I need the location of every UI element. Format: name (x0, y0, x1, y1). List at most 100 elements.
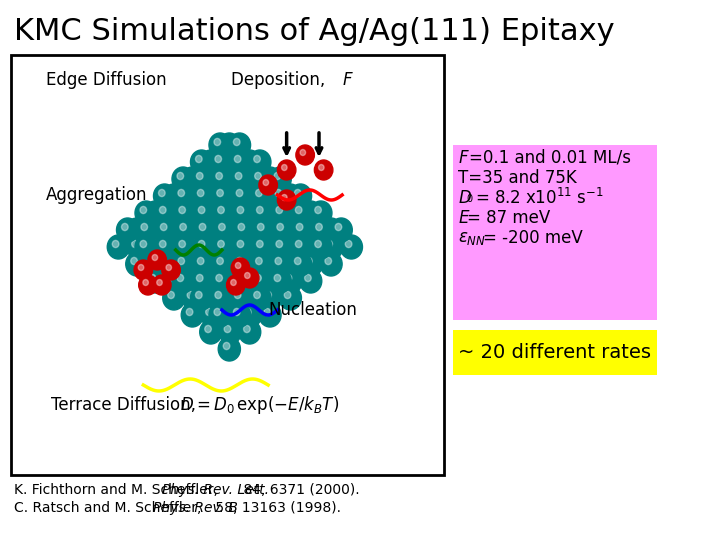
Circle shape (321, 235, 343, 259)
Circle shape (194, 218, 217, 242)
Circle shape (202, 184, 224, 208)
Circle shape (171, 240, 177, 248)
Circle shape (179, 240, 186, 248)
Circle shape (153, 184, 176, 208)
Circle shape (236, 190, 243, 197)
Circle shape (233, 138, 240, 146)
Circle shape (151, 240, 158, 248)
Circle shape (181, 167, 204, 191)
Circle shape (320, 252, 342, 276)
Circle shape (242, 252, 264, 276)
Circle shape (198, 240, 205, 248)
Circle shape (174, 201, 196, 225)
Text: Aggregation: Aggregation (46, 186, 148, 204)
Circle shape (198, 206, 205, 214)
Circle shape (263, 179, 269, 186)
Circle shape (220, 167, 242, 191)
Text: Edge Diffusion: Edge Diffusion (46, 71, 167, 89)
Circle shape (281, 218, 303, 242)
Circle shape (265, 190, 271, 197)
Circle shape (207, 190, 213, 197)
FancyBboxPatch shape (11, 55, 444, 475)
Circle shape (229, 150, 251, 174)
Circle shape (287, 240, 294, 248)
Circle shape (269, 269, 292, 293)
Circle shape (197, 258, 204, 265)
Circle shape (290, 201, 312, 225)
Circle shape (237, 206, 244, 214)
Circle shape (235, 172, 242, 180)
Circle shape (139, 275, 157, 295)
Circle shape (179, 206, 186, 214)
Circle shape (233, 308, 240, 315)
Circle shape (300, 218, 323, 242)
Circle shape (282, 165, 287, 171)
Circle shape (270, 184, 292, 208)
Text: 58, 13163 (1998).: 58, 13163 (1998). (211, 501, 341, 515)
Text: KMC Simulations of Ag/Ag(111) Epitaxy: KMC Simulations of Ag/Ag(111) Epitaxy (14, 17, 614, 46)
Circle shape (233, 218, 255, 242)
Circle shape (223, 342, 230, 349)
Circle shape (154, 235, 176, 259)
Circle shape (245, 308, 251, 315)
Circle shape (158, 190, 165, 197)
Circle shape (201, 303, 223, 327)
Circle shape (166, 265, 171, 271)
Circle shape (284, 292, 291, 299)
Circle shape (237, 240, 244, 248)
Circle shape (240, 303, 261, 327)
Circle shape (144, 201, 166, 225)
Circle shape (238, 150, 261, 174)
Circle shape (228, 224, 235, 231)
Circle shape (231, 258, 250, 278)
Text: = 8.2 x10$^{11}$ s$^{-1}$: = 8.2 x10$^{11}$ s$^{-1}$ (475, 188, 604, 208)
Circle shape (127, 235, 149, 259)
Circle shape (209, 303, 231, 327)
Circle shape (255, 172, 261, 180)
Text: $D=D_0\,\exp(-E/k_BT)$: $D=D_0\,\exp(-E/k_BT)$ (180, 394, 339, 416)
Circle shape (302, 235, 323, 259)
Circle shape (207, 206, 214, 214)
Circle shape (220, 303, 242, 327)
Circle shape (224, 326, 231, 333)
Circle shape (240, 184, 263, 208)
Circle shape (152, 254, 158, 260)
Circle shape (248, 240, 255, 248)
Circle shape (231, 184, 253, 208)
Circle shape (163, 201, 186, 225)
Circle shape (159, 240, 166, 248)
Circle shape (259, 167, 281, 191)
Circle shape (182, 286, 204, 310)
Circle shape (241, 269, 264, 293)
Circle shape (228, 303, 251, 327)
Circle shape (216, 274, 222, 281)
Circle shape (211, 269, 233, 293)
Circle shape (228, 258, 235, 265)
Circle shape (159, 206, 166, 214)
Circle shape (219, 224, 225, 231)
Circle shape (184, 252, 206, 276)
Circle shape (195, 292, 202, 299)
Circle shape (315, 160, 333, 180)
Circle shape (204, 235, 227, 259)
Circle shape (294, 190, 301, 197)
Circle shape (266, 274, 272, 281)
Circle shape (227, 275, 245, 295)
Circle shape (300, 201, 322, 225)
Circle shape (197, 274, 203, 281)
Circle shape (280, 269, 302, 293)
Circle shape (223, 138, 230, 146)
Circle shape (247, 258, 254, 265)
Circle shape (158, 258, 165, 265)
Circle shape (300, 252, 323, 276)
Circle shape (242, 218, 264, 242)
Circle shape (229, 286, 251, 310)
Circle shape (282, 235, 305, 259)
Circle shape (217, 258, 223, 265)
Circle shape (204, 252, 225, 276)
Circle shape (163, 286, 185, 310)
Circle shape (145, 218, 167, 242)
Circle shape (157, 280, 162, 286)
Text: ~ 20 different rates: ~ 20 different rates (459, 342, 652, 361)
Circle shape (296, 224, 303, 231)
